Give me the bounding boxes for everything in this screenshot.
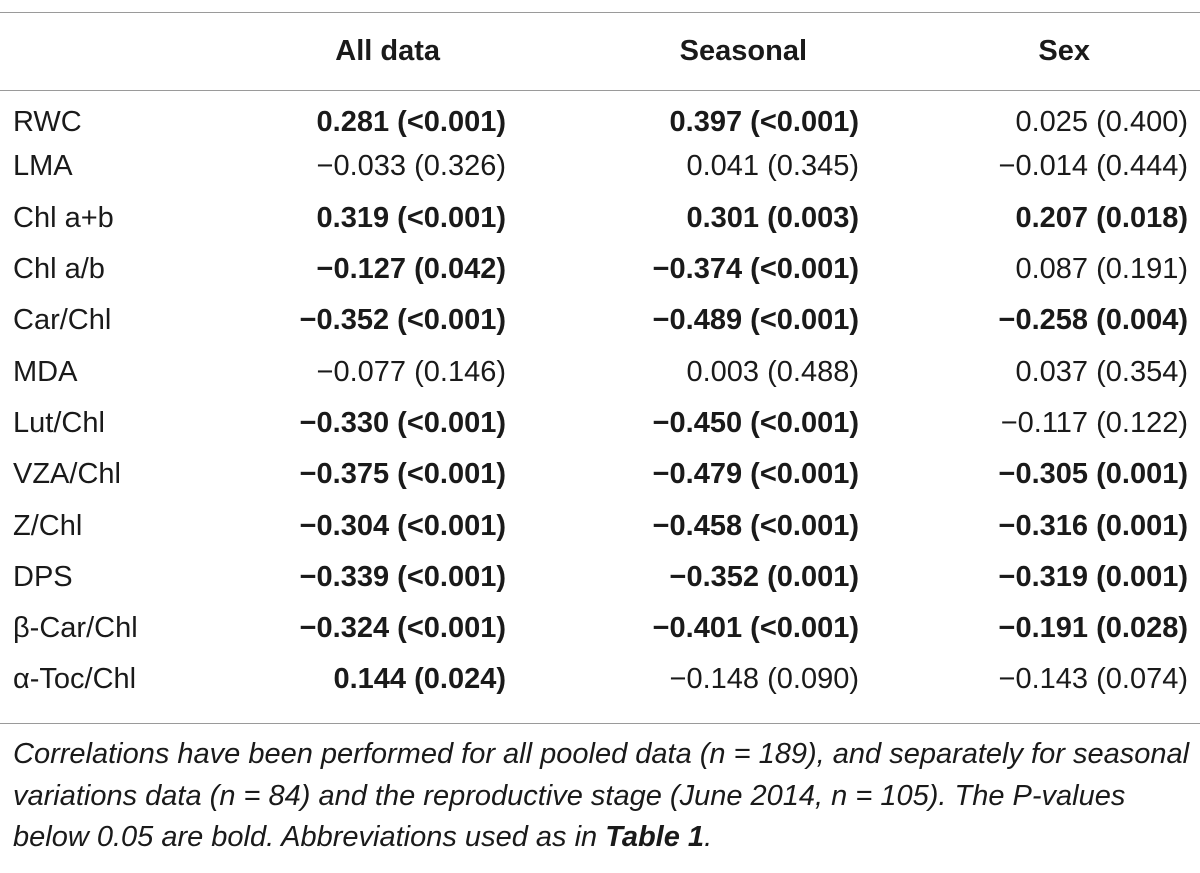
cell-all-data: −0.330 (<0.001) xyxy=(299,406,506,439)
header-rule xyxy=(0,90,1200,91)
table-row: Z/Chl −0.304 (<0.001) −0.458 (<0.001) −0.31… xyxy=(0,500,1188,551)
cell-all-data: −0.375 (<0.001) xyxy=(299,458,506,491)
table-row: VZA/Chl −0.375 (<0.001) −0.479 (<0.001) −0.… xyxy=(0,449,1188,500)
cell-sex: −0.014 (0.444) xyxy=(998,150,1188,183)
row-label: DPS xyxy=(13,560,73,593)
cell-all-data: −0.127 (0.042) xyxy=(316,253,506,286)
header-all-data: All data xyxy=(335,35,440,67)
row-label: LMA xyxy=(13,150,73,183)
caption-end: . xyxy=(704,821,713,853)
row-label: Chl a+b xyxy=(13,201,114,234)
header-sex: Sex xyxy=(1038,35,1090,67)
cell-sex: −0.258 (0.004) xyxy=(998,304,1188,337)
cell-all-data: 0.144 (0.024) xyxy=(333,663,506,696)
cell-sex: −0.305 (0.001) xyxy=(998,458,1188,491)
row-label: MDA xyxy=(13,355,78,388)
table-caption: Correlations have been performed for all… xyxy=(13,734,1193,859)
table-body: RWC 0.281 (<0.001) 0.397 (<0.001) 0.025 (0.… xyxy=(0,90,1188,706)
cell-sex: 0.037 (0.354) xyxy=(1015,355,1188,388)
cell-seasonal: −0.148 (0.090) xyxy=(669,663,859,696)
cell-sex: 0.025 (0.400) xyxy=(1015,106,1188,139)
header-seasonal: Seasonal xyxy=(679,35,807,67)
cell-all-data: −0.352 (<0.001) xyxy=(299,304,506,337)
cell-all-data: −0.033 (0.326) xyxy=(316,150,506,183)
top-rule xyxy=(0,12,1200,13)
cell-sex: 0.207 (0.018) xyxy=(1015,201,1188,234)
cell-seasonal: −0.374 (<0.001) xyxy=(652,253,859,286)
cell-all-data: −0.324 (<0.001) xyxy=(299,612,506,645)
cell-seasonal: −0.450 (<0.001) xyxy=(652,406,859,439)
table-row: DPS −0.339 (<0.001) −0.352 (0.001) −0.319 (… xyxy=(0,552,1188,603)
cell-seasonal: 0.003 (0.488) xyxy=(686,355,859,388)
caption-text: Correlations have been performed for all… xyxy=(13,738,1190,853)
cell-sex: −0.319 (0.001) xyxy=(998,560,1188,593)
table-row: MDA −0.077 (0.146) 0.003 (0.488) 0.037 (0.3… xyxy=(0,346,1188,397)
table-row: LMA −0.033 (0.326) 0.041 (0.345) −0.014 (0.… xyxy=(0,141,1188,192)
cell-sex: −0.143 (0.074) xyxy=(998,663,1188,696)
header-row: All data Seasonal Sex xyxy=(0,13,1188,90)
cell-sex: −0.316 (0.001) xyxy=(998,509,1188,542)
table-row: Chl a+b 0.319 (<0.001) 0.301 (0.003) 0.207 … xyxy=(0,193,1188,244)
caption-table-ref: Table 1 xyxy=(605,821,705,853)
cell-seasonal: 0.397 (<0.001) xyxy=(669,106,859,139)
header-blank xyxy=(0,13,210,90)
cell-all-data: −0.077 (0.146) xyxy=(316,355,506,388)
cell-all-data: −0.339 (<0.001) xyxy=(299,560,506,593)
cell-seasonal: −0.401 (<0.001) xyxy=(652,612,859,645)
cell-sex: −0.117 (0.122) xyxy=(1000,406,1188,439)
cell-sex: −0.191 (0.028) xyxy=(998,612,1188,645)
row-label: VZA/Chl xyxy=(13,458,121,491)
cell-all-data: 0.281 (<0.001) xyxy=(316,106,506,139)
table-row: Chl a/b −0.127 (0.042) −0.374 (<0.001) 0.08… xyxy=(0,244,1188,295)
row-label: Z/Chl xyxy=(13,509,83,542)
cell-seasonal: −0.458 (<0.001) xyxy=(652,509,859,542)
bottom-rule xyxy=(0,723,1200,724)
row-label: Lut/Chl xyxy=(13,406,105,439)
table-row: Car/Chl −0.352 (<0.001) −0.489 (<0.001) −0.… xyxy=(0,295,1188,346)
cell-seasonal: 0.041 (0.345) xyxy=(686,150,859,183)
cell-seasonal: −0.479 (<0.001) xyxy=(652,458,859,491)
cell-seasonal: −0.489 (<0.001) xyxy=(652,304,859,337)
row-label: Chl a/b xyxy=(13,253,105,286)
cell-all-data: 0.319 (<0.001) xyxy=(316,201,506,234)
correlation-table: All data Seasonal Sex RWC 0.281 (<0.001) 0… xyxy=(0,13,1188,706)
cell-all-data: −0.304 (<0.001) xyxy=(299,509,506,542)
table-row: β-Car/Chl −0.324 (<0.001) −0.401 (<0.001) −… xyxy=(0,603,1188,654)
cell-seasonal: −0.352 (0.001) xyxy=(669,560,859,593)
row-label: α-Toc/Chl xyxy=(13,663,137,696)
cell-seasonal: 0.301 (0.003) xyxy=(686,201,859,234)
row-label: β-Car/Chl xyxy=(13,612,138,645)
table-row: α-Toc/Chl 0.144 (0.024) −0.148 (0.090) −0.1… xyxy=(0,654,1188,705)
row-label: RWC xyxy=(13,106,82,139)
table-row: Lut/Chl −0.330 (<0.001) −0.450 (<0.001) −0.… xyxy=(0,398,1188,449)
row-label: Car/Chl xyxy=(13,304,112,337)
table-row: RWC 0.281 (<0.001) 0.397 (<0.001) 0.025 (0.… xyxy=(0,90,1188,141)
cell-sex: 0.087 (0.191) xyxy=(1015,253,1188,286)
